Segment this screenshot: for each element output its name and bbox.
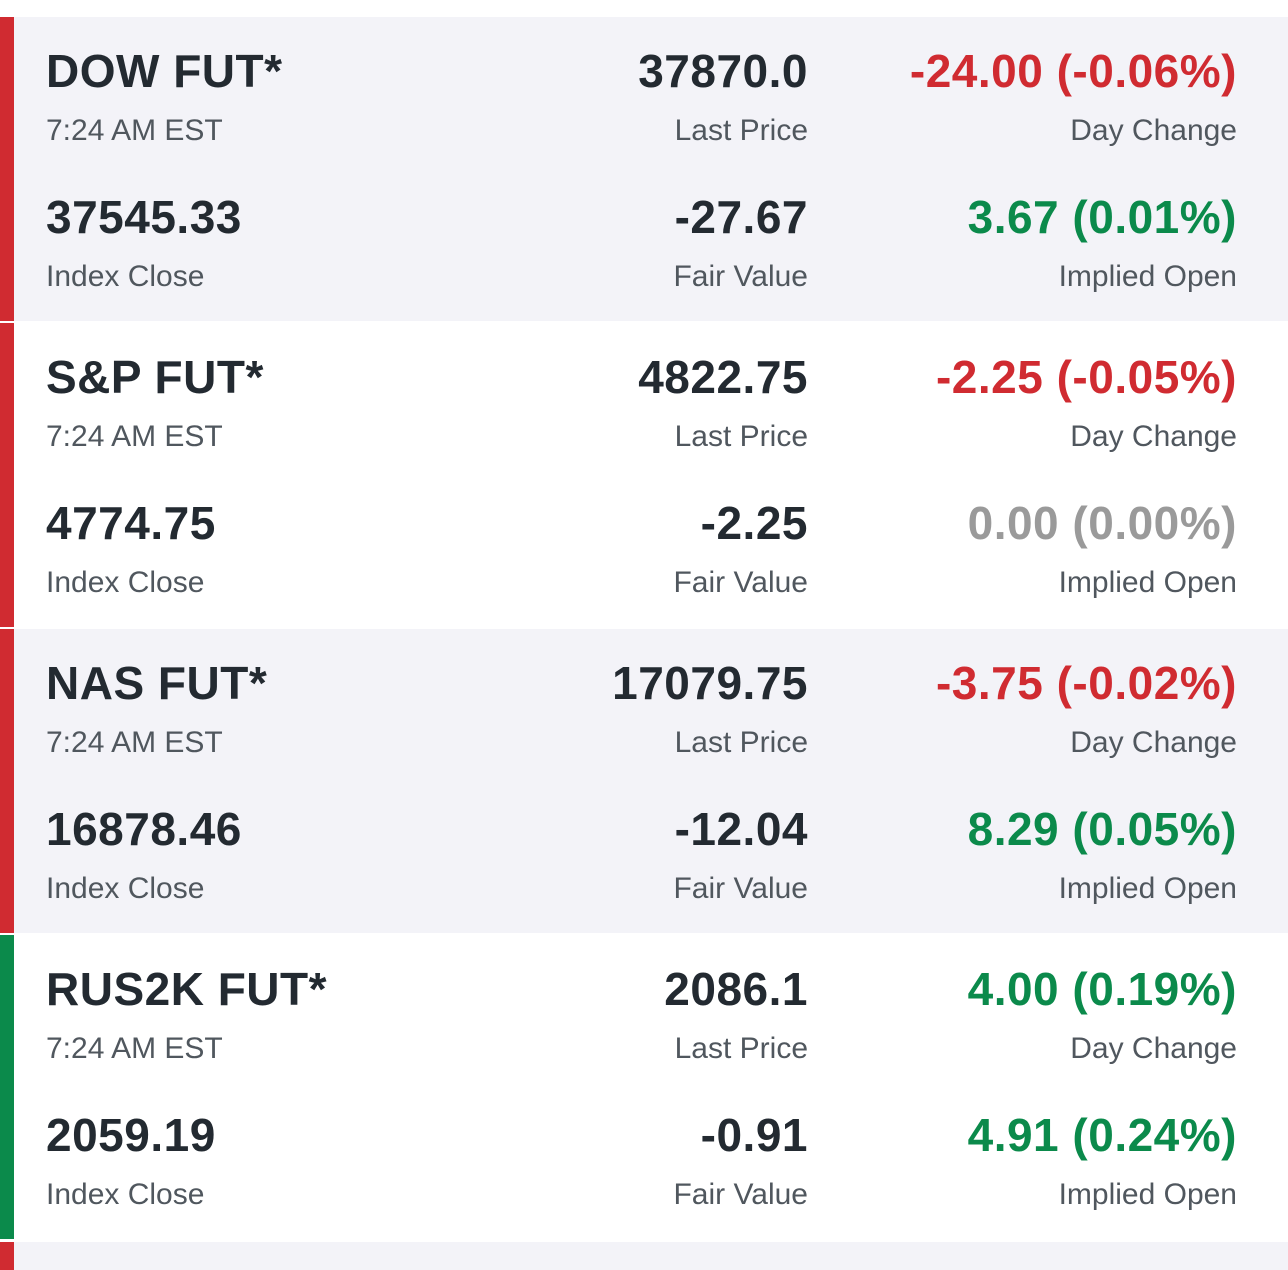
- index-close-label: Index Close: [46, 260, 205, 293]
- fair-value-value: -2.25: [700, 497, 808, 549]
- implied-open-value: 3.67 (0.01%): [967, 191, 1237, 243]
- day-change-label: Day Change: [1070, 1032, 1237, 1065]
- day-change-label: Day Change: [1070, 114, 1237, 147]
- futures-card-partial[interactable]: [0, 1242, 1288, 1270]
- trend-indicator-bar: [0, 935, 14, 1239]
- day-change-value: 4.00 (0.19%): [967, 963, 1237, 1015]
- implied-open-label: Implied Open: [1058, 260, 1237, 293]
- index-close-value: 4774.75: [46, 497, 216, 549]
- last-price-value: 37870.0: [638, 45, 808, 97]
- futures-card-dow[interactable]: DOW FUT* 7:24 AM EST 37870.0 Last Price …: [0, 17, 1288, 323]
- last-price-value: 17079.75: [612, 657, 808, 709]
- futures-name: DOW FUT*: [46, 45, 283, 97]
- fair-value-label: Fair Value: [673, 260, 808, 293]
- last-price-label: Last Price: [674, 726, 808, 759]
- futures-card-nas[interactable]: NAS FUT* 7:24 AM EST 17079.75 Last Price…: [0, 629, 1288, 935]
- trend-indicator-bar: [0, 323, 14, 627]
- futures-time: 7:24 AM EST: [46, 114, 223, 147]
- index-close-value: 2059.19: [46, 1109, 216, 1161]
- futures-card-sp[interactable]: S&P FUT* 7:24 AM EST 4822.75 Last Price …: [0, 323, 1288, 629]
- futures-time: 7:24 AM EST: [46, 420, 223, 453]
- index-close-value: 16878.46: [46, 803, 242, 855]
- day-change-label: Day Change: [1070, 420, 1237, 453]
- index-close-label: Index Close: [46, 872, 205, 905]
- fair-value-value: -0.91: [700, 1109, 808, 1161]
- row-divider: [0, 933, 1288, 935]
- row-divider: [0, 321, 1288, 323]
- futures-card-rus2k[interactable]: RUS2K FUT* 7:24 AM EST 2086.1 Last Price…: [0, 935, 1288, 1241]
- last-price-label: Last Price: [674, 114, 808, 147]
- day-change-label: Day Change: [1070, 726, 1237, 759]
- day-change-value: -3.75 (-0.02%): [935, 657, 1237, 709]
- implied-open-label: Implied Open: [1058, 1178, 1237, 1211]
- futures-name: S&P FUT*: [46, 351, 264, 403]
- row-divider: [0, 627, 1288, 629]
- fair-value-label: Fair Value: [673, 872, 808, 905]
- implied-open-label: Implied Open: [1058, 872, 1237, 905]
- futures-time: 7:24 AM EST: [46, 726, 223, 759]
- futures-time: 7:24 AM EST: [46, 1032, 223, 1065]
- day-change-value: -24.00 (-0.06%): [909, 45, 1237, 97]
- trend-indicator-bar: [0, 1242, 14, 1270]
- fair-value-label: Fair Value: [673, 566, 808, 599]
- last-price-value: 2086.1: [664, 963, 808, 1015]
- futures-name: RUS2K FUT*: [46, 963, 328, 1015]
- day-change-value: -2.25 (-0.05%): [935, 351, 1237, 403]
- implied-open-value: 4.91 (0.24%): [967, 1109, 1237, 1161]
- last-price-label: Last Price: [674, 420, 808, 453]
- trend-indicator-bar: [0, 17, 14, 321]
- trend-indicator-bar: [0, 629, 14, 933]
- futures-list: DOW FUT* 7:24 AM EST 37870.0 Last Price …: [0, 17, 1288, 1241]
- index-close-label: Index Close: [46, 1178, 205, 1211]
- fair-value-value: -12.04: [674, 803, 808, 855]
- implied-open-value: 0.00 (0.00%): [967, 497, 1237, 549]
- futures-name: NAS FUT*: [46, 657, 268, 709]
- fair-value-value: -27.67: [674, 191, 808, 243]
- last-price-value: 4822.75: [638, 351, 808, 403]
- index-close-label: Index Close: [46, 566, 205, 599]
- last-price-label: Last Price: [674, 1032, 808, 1065]
- fair-value-label: Fair Value: [673, 1178, 808, 1211]
- index-close-value: 37545.33: [46, 191, 242, 243]
- implied-open-label: Implied Open: [1058, 566, 1237, 599]
- implied-open-value: 8.29 (0.05%): [967, 803, 1237, 855]
